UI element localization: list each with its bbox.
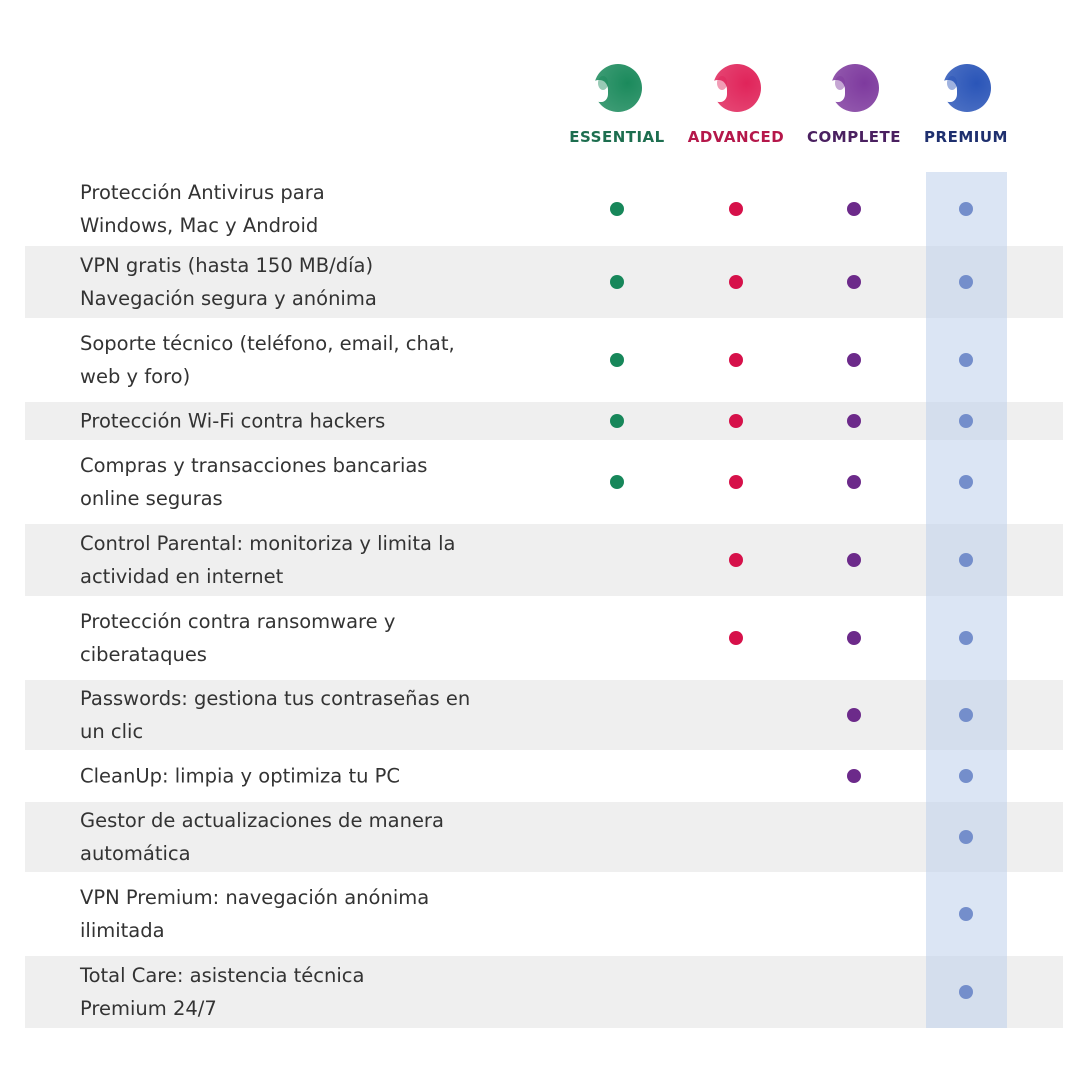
included-dot-essential — [610, 414, 624, 428]
table-row: Total Care: asistencia técnica Premium 24… — [25, 956, 1063, 1028]
feature-line: ilimitada — [80, 919, 165, 942]
plan-essential: ESSENTIAL — [557, 62, 677, 146]
plan-complete: COMPLETE — [794, 62, 914, 146]
feature-line: online seguras — [80, 487, 223, 510]
shield-logo-icon — [709, 62, 763, 116]
feature-label: CleanUp: limpia y optimiza tu PC — [80, 760, 520, 793]
feature-line: Protección Wi-Fi contra hackers — [80, 409, 386, 433]
plan-name: ADVANCED — [687, 128, 785, 146]
included-dot-complete — [847, 353, 861, 367]
plan-name: ESSENTIAL — [569, 128, 665, 146]
premium-column-highlight — [926, 172, 1007, 1028]
included-dot-essential — [610, 475, 624, 489]
shield-logo-icon — [590, 62, 644, 116]
included-dot-advanced — [729, 202, 743, 216]
included-dot-complete — [847, 275, 861, 289]
table-row: Protección Antivirus para Windows, Mac y … — [25, 172, 1063, 246]
feature-label: Compras y transacciones bancarias online … — [80, 449, 520, 515]
feature-label: Control Parental: monitoriza y limita la… — [80, 527, 520, 593]
table-row: Passwords: gestiona tus contraseñas en un… — [25, 680, 1063, 750]
included-dot-essential — [610, 202, 624, 216]
shield-logo-icon — [939, 62, 993, 116]
feature-label: Protección contra ransomware y ciberataqu… — [80, 605, 520, 671]
included-dot-advanced — [729, 553, 743, 567]
feature-label: Soporte técnico (teléfono, email, chat, w… — [80, 327, 520, 393]
table-row: VPN gratis (hasta 150 MB/día) Navegación … — [25, 246, 1063, 318]
included-dot-advanced — [729, 275, 743, 289]
included-dot-complete — [847, 631, 861, 645]
feature-line: web y foro) — [80, 365, 191, 388]
plan-name: COMPLETE — [807, 128, 901, 146]
included-dot-complete — [847, 202, 861, 216]
feature-label: Passwords: gestiona tus contraseñas en un… — [80, 682, 520, 748]
feature-label: Gestor de actualizaciones de manera autom… — [80, 804, 520, 870]
table-row: Gestor de actualizaciones de manera autom… — [25, 802, 1063, 872]
table-row: Protección Wi-Fi contra hackers — [25, 402, 1063, 440]
feature-label: Total Care: asistencia técnica Premium 24… — [80, 959, 520, 1025]
included-dot-complete — [847, 708, 861, 722]
feature-line: un clic — [80, 720, 144, 743]
feature-line: CleanUp: limpia y optimiza tu PC — [80, 764, 401, 788]
plan-premium: PREMIUM — [906, 62, 1026, 146]
table-row: VPN Premium: navegación anónima ilimitada — [25, 872, 1063, 956]
table-row: Compras y transacciones bancarias online … — [25, 440, 1063, 524]
table-row: Protección contra ransomware y ciberataqu… — [25, 596, 1063, 680]
feature-line: Total Care: asistencia técnica — [80, 964, 365, 987]
shield-logo-icon — [827, 62, 881, 116]
feature-line: Navegación segura y anónima — [80, 287, 377, 310]
included-dot-essential — [610, 275, 624, 289]
feature-line: VPN Premium: navegación anónima — [80, 886, 430, 909]
feature-line: Control Parental: monitoriza y limita la — [80, 532, 456, 555]
feature-line: Soporte técnico (teléfono, email, chat, — [80, 332, 455, 355]
included-dot-essential — [610, 353, 624, 367]
feature-line: Windows, Mac y Android — [80, 214, 319, 237]
feature-line: Passwords: gestiona tus contraseñas en — [80, 687, 471, 710]
feature-line: Protección Antivirus para — [80, 181, 325, 204]
feature-label: VPN Premium: navegación anónima ilimitada — [80, 881, 520, 947]
included-dot-advanced — [729, 631, 743, 645]
feature-line: actividad en internet — [80, 565, 284, 588]
included-dot-complete — [847, 769, 861, 783]
feature-line: Gestor de actualizaciones de manera — [80, 809, 444, 832]
included-dot-advanced — [729, 475, 743, 489]
plan-advanced: ADVANCED — [676, 62, 796, 146]
feature-line: automática — [80, 842, 191, 865]
feature-label: VPN gratis (hasta 150 MB/día) Navegación … — [80, 249, 520, 315]
feature-line: Compras y transacciones bancarias — [80, 454, 428, 477]
feature-line: VPN gratis (hasta 150 MB/día) — [80, 254, 374, 277]
included-dot-complete — [847, 475, 861, 489]
table-row: Soporte técnico (teléfono, email, chat, w… — [25, 318, 1063, 402]
feature-label: Protección Wi-Fi contra hackers — [80, 405, 520, 438]
included-dot-complete — [847, 414, 861, 428]
included-dot-advanced — [729, 353, 743, 367]
plan-name: PREMIUM — [924, 128, 1008, 146]
feature-label: Protección Antivirus para Windows, Mac y … — [80, 176, 520, 242]
table-row: CleanUp: limpia y optimiza tu PC — [25, 750, 1063, 802]
table-row: Control Parental: monitoriza y limita la… — [25, 524, 1063, 596]
included-dot-complete — [847, 553, 861, 567]
included-dot-advanced — [729, 414, 743, 428]
feature-line: ciberataques — [80, 643, 207, 666]
feature-line: Premium 24/7 — [80, 997, 217, 1020]
feature-line: Protección contra ransomware y — [80, 610, 396, 633]
